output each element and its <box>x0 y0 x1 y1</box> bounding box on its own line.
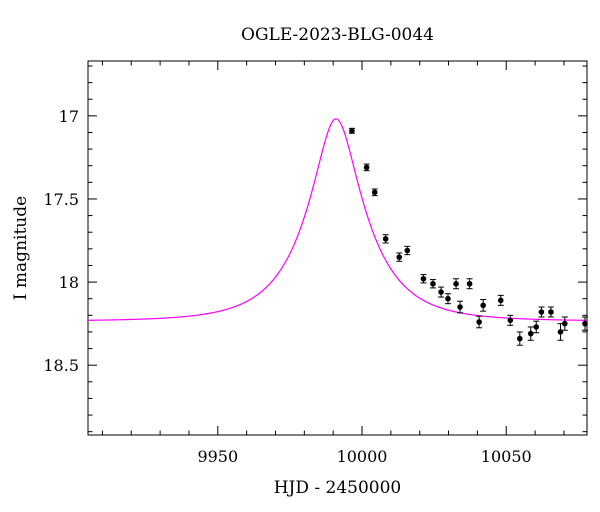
data-marker <box>533 324 540 330</box>
data-marker <box>466 280 473 287</box>
data-marker <box>538 309 545 315</box>
data-marker <box>396 254 403 260</box>
data-marker <box>476 319 482 325</box>
data-point <box>516 331 523 346</box>
data-marker <box>548 309 554 315</box>
data-point <box>557 323 564 341</box>
data-point <box>457 300 464 314</box>
data-point <box>581 316 588 331</box>
y-tick-label: 18.5 <box>43 356 79 375</box>
data-marker <box>480 302 486 309</box>
data-point <box>533 320 540 334</box>
data-point <box>547 306 554 318</box>
data-marker <box>582 320 588 327</box>
data-point <box>538 306 545 318</box>
axis-ticks <box>88 61 587 435</box>
chart-title: OGLE-2023-BLG-0044 <box>241 25 434 45</box>
data-marker <box>516 335 523 342</box>
plot-frame <box>87 60 588 436</box>
data-points <box>348 127 588 346</box>
data-marker <box>527 330 534 337</box>
x-tick-label: 9950 <box>197 447 238 466</box>
data-point <box>497 294 504 306</box>
data-point <box>420 274 427 284</box>
tick-labels: 9950 10000 10050 17 17.5 18 18.5 <box>43 107 531 466</box>
data-point <box>480 299 487 312</box>
data-point <box>466 278 473 290</box>
data-marker <box>371 189 378 196</box>
x-tick-label: 10000 <box>337 447 388 466</box>
data-point <box>404 245 411 256</box>
data-point <box>507 314 514 326</box>
data-point <box>348 127 355 134</box>
data-marker <box>349 128 355 134</box>
y-axis-label: I magnitude <box>11 196 31 300</box>
data-point <box>363 163 370 172</box>
data-point <box>429 279 436 289</box>
data-marker <box>561 320 568 327</box>
data-marker <box>363 164 370 171</box>
data-point <box>444 293 451 305</box>
data-marker <box>445 295 451 302</box>
data-marker <box>382 236 389 242</box>
data-marker <box>438 289 444 295</box>
data-point <box>527 326 534 341</box>
y-tick-label: 17.5 <box>43 190 79 209</box>
x-axis-label: HJD - 2450000 <box>274 478 402 498</box>
data-point <box>561 316 568 331</box>
y-tick-label: 18 <box>59 273 79 292</box>
data-marker <box>430 280 436 287</box>
data-marker <box>457 304 463 310</box>
data-marker <box>497 297 504 304</box>
data-point <box>382 234 389 244</box>
y-tick-label: 17 <box>59 107 79 126</box>
x-tick-label: 10050 <box>481 447 532 466</box>
data-point <box>438 286 445 298</box>
data-point <box>396 252 403 262</box>
data-marker <box>507 317 514 324</box>
data-point <box>371 188 378 197</box>
model-curve <box>87 118 588 321</box>
data-marker <box>453 280 459 287</box>
data-point <box>453 278 460 290</box>
data-point <box>476 315 483 329</box>
data-marker <box>420 275 427 282</box>
data-marker <box>404 247 411 254</box>
